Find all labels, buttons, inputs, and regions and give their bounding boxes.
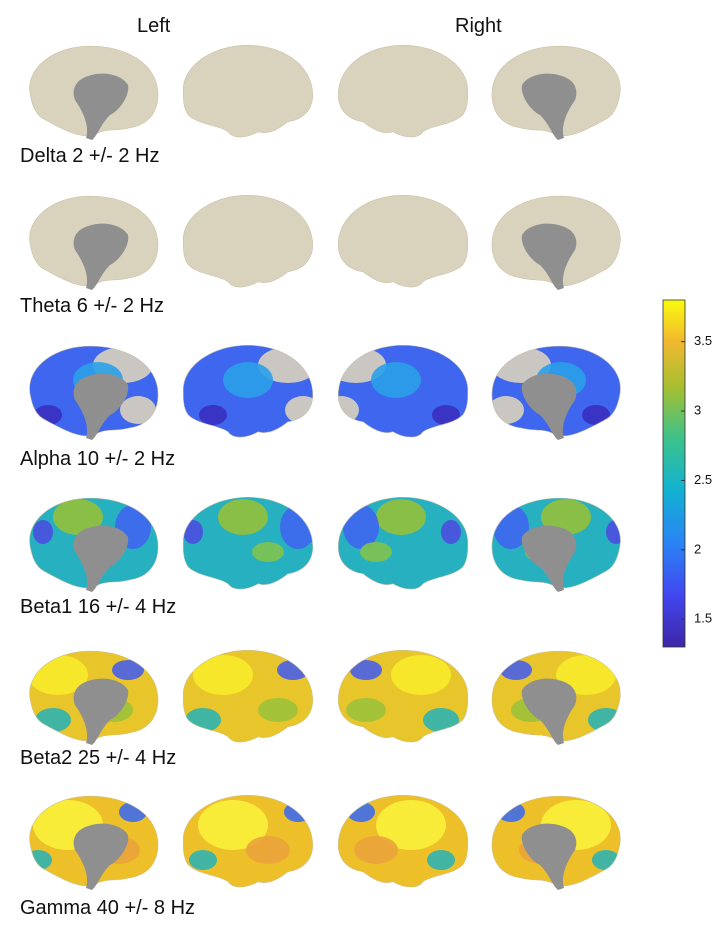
- activation-patch: [376, 499, 426, 535]
- activation-patch: [193, 655, 253, 695]
- brain-surface: [183, 497, 316, 589]
- activation-patch: [258, 698, 298, 722]
- brain-surface: [338, 195, 468, 287]
- activation-patch: [354, 836, 398, 864]
- brain: [338, 195, 468, 287]
- activation-patch: [119, 802, 147, 822]
- activation-patch: [497, 802, 525, 822]
- activation-patch: [277, 660, 309, 680]
- brain: [183, 497, 316, 589]
- activation-patch: [346, 698, 386, 722]
- activation-patch: [218, 499, 268, 535]
- row-label: Gamma 40 +/- 8 Hz: [20, 897, 195, 919]
- brain-surface: [183, 345, 321, 437]
- activation-patch: [35, 708, 71, 732]
- brain: [183, 45, 313, 137]
- activation-patch: [24, 850, 52, 870]
- row-label: Theta 6 +/- 2 Hz: [20, 295, 164, 317]
- brain: [29, 346, 158, 440]
- brain: [492, 196, 621, 290]
- brain: [29, 498, 158, 592]
- brain: [338, 650, 468, 742]
- brain-surface: [183, 45, 313, 137]
- activation-patch: [441, 520, 461, 544]
- brain: [492, 498, 626, 592]
- activation-patch: [284, 802, 312, 822]
- brain: [29, 46, 158, 140]
- brain: [323, 345, 468, 437]
- activation-patch: [360, 542, 392, 562]
- brain-surface: [338, 45, 468, 137]
- activation-patch: [371, 362, 421, 398]
- activation-patch: [432, 405, 460, 425]
- activation-patch: [285, 396, 321, 424]
- row-label: Alpha 10 +/- 2 Hz: [20, 448, 175, 470]
- brain-surface: [323, 345, 468, 437]
- column-header: Left: [137, 15, 171, 37]
- activation-patch: [588, 708, 624, 732]
- activation-patch: [592, 850, 620, 870]
- brain: [24, 796, 158, 890]
- brain: [29, 196, 158, 290]
- colorbar-tick-label: 2: [694, 541, 701, 556]
- brain-surface: [338, 650, 468, 742]
- activation-patch: [252, 542, 284, 562]
- brain: [338, 497, 468, 589]
- colorbar-tick-label: 2.5: [694, 472, 712, 487]
- activation-patch: [112, 660, 144, 680]
- brain: [492, 651, 624, 745]
- brain: [183, 195, 313, 287]
- activation-patch: [280, 505, 316, 549]
- activation-patch: [185, 708, 221, 732]
- brain-surface: [338, 497, 468, 589]
- activation-patch: [350, 660, 382, 680]
- activation-patch: [423, 708, 459, 732]
- activation-patch: [33, 520, 53, 544]
- brain-surface: [183, 195, 313, 287]
- brain: [492, 46, 621, 140]
- activation-patch: [223, 362, 273, 398]
- brain: [338, 45, 468, 137]
- row-label: Beta1 16 +/- 4 Hz: [20, 596, 176, 618]
- colorbar-tick-label: 3.5: [694, 333, 712, 348]
- activation-patch: [391, 655, 451, 695]
- colorbar: 1.5 2 2.5 3 3.5: [663, 300, 712, 647]
- activation-patch: [34, 405, 62, 425]
- figure: Left Right 1.5 2 2.5 3 3.5 Delta 2 +/- 2 Hz T…: [0, 0, 715, 920]
- brain: [488, 346, 621, 440]
- brain: [183, 650, 313, 742]
- brain-surface: [183, 795, 313, 887]
- brain: [28, 651, 158, 745]
- colorbar-gradient: [663, 300, 685, 647]
- brain: [492, 796, 621, 890]
- row-label: Beta2 25 +/- 4 Hz: [20, 747, 176, 769]
- colorbar-tick-label: 1.5: [694, 611, 712, 626]
- activation-patch: [183, 520, 203, 544]
- brain-surface: [183, 650, 313, 742]
- activation-patch: [606, 520, 626, 544]
- brain: [183, 345, 321, 437]
- activation-patch: [347, 802, 375, 822]
- activation-patch: [488, 396, 524, 424]
- brain-surface: [338, 795, 468, 887]
- column-header: Right: [455, 15, 502, 37]
- activation-patch: [246, 836, 290, 864]
- row-label: Delta 2 +/- 2 Hz: [20, 145, 160, 167]
- brain: [338, 795, 468, 887]
- activation-patch: [199, 405, 227, 425]
- colorbar-tick-label: 3: [694, 402, 701, 417]
- activation-patch: [189, 850, 217, 870]
- brain: [183, 795, 313, 887]
- activation-patch: [582, 405, 610, 425]
- activation-patch: [120, 396, 156, 424]
- activation-patch: [427, 850, 455, 870]
- activation-patch: [323, 396, 359, 424]
